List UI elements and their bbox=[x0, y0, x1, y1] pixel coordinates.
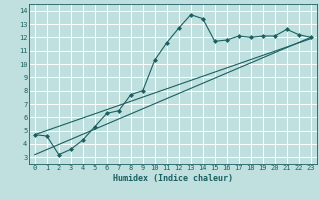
X-axis label: Humidex (Indice chaleur): Humidex (Indice chaleur) bbox=[113, 174, 233, 183]
